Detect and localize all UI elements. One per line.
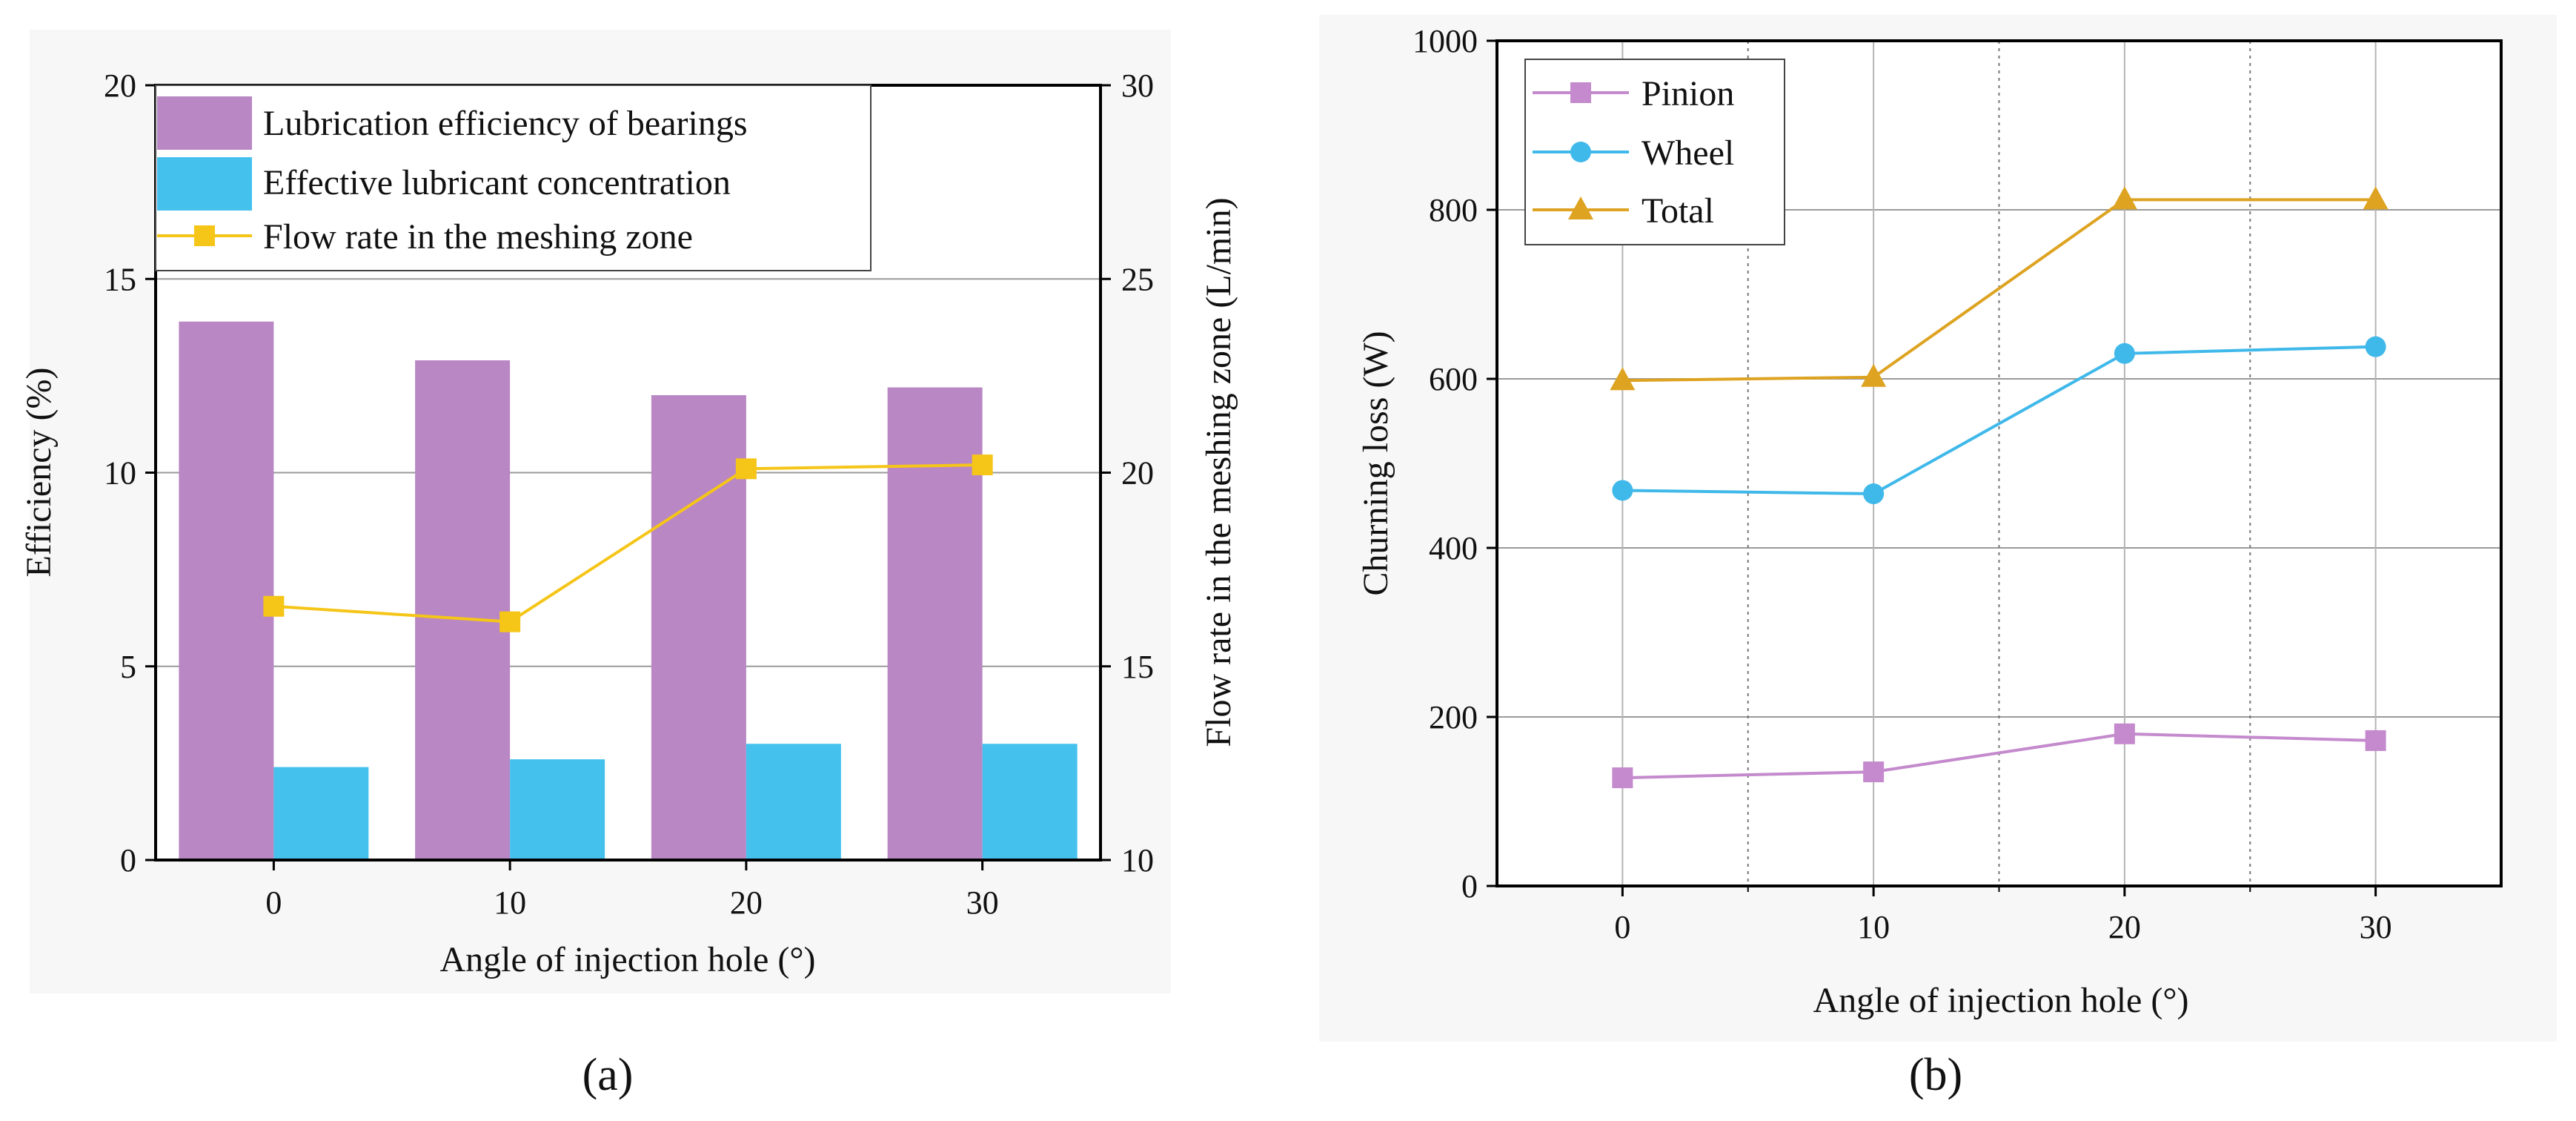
legend-label-bearings: Lubrication efficiency of bearings	[263, 104, 748, 143]
wheel-point	[1612, 480, 1633, 501]
legend-marker-wheel	[1570, 142, 1591, 162]
panel-a-x-axis-title: Angle of injection hole (°)	[439, 940, 815, 979]
legend-label-flow: Flow rate in the meshing zone	[263, 217, 693, 257]
pinion-point	[1863, 761, 1885, 783]
bar-bearing-efficiency	[887, 387, 983, 860]
panel-a: 0 5 10 15 20 10 15 20 25 30 0 10 20 30 Lubrication ef…	[19, 30, 1238, 1100]
legend-marker-pinion	[1570, 82, 1591, 103]
flow-rate-point	[263, 595, 285, 617]
bar-lubricant-concentration	[273, 767, 369, 860]
panel-b-y-tick-label: 200	[1429, 699, 1478, 735]
panel-a-caption: (a)	[582, 1050, 634, 1100]
legend-marker-flow	[194, 225, 215, 246]
flow-rate-line	[273, 463, 983, 624]
panel-a-y2-tick-label: 15	[1121, 649, 1154, 685]
panel-a-y2-tick-label: 20	[1121, 455, 1154, 492]
legend-label-wheel: Wheel	[1641, 133, 1734, 173]
pinion-point	[2114, 723, 2135, 744]
panel-b-x-axis-title: Angle of injection hole (°)	[1813, 981, 2188, 1020]
bar-bearing-efficiency	[179, 321, 274, 861]
total-line	[1622, 198, 2376, 383]
panel-b-y-tick-label: 1000	[1413, 23, 1478, 59]
panel-a-x-tick-label: 10	[494, 884, 526, 921]
wheel-point	[2365, 336, 2386, 357]
wheel-point	[1863, 483, 1885, 505]
panel-b-y-axis-title: Churning loss (W)	[1356, 331, 1395, 595]
panel-b-x-tick-label: 20	[2108, 909, 2141, 945]
legend-label-pinion: Pinion	[1641, 74, 1734, 113]
panel-a-y2-axis-title: Flow rate in the meshing zone (L/min)	[1199, 197, 1238, 747]
total-point	[2363, 186, 2389, 210]
panel-b-y-tick-label: 800	[1429, 192, 1478, 228]
wheel-line	[1622, 345, 2376, 496]
panel-a-y-axis-title: Efficiency (%)	[19, 368, 59, 578]
wheel-point	[2114, 343, 2135, 364]
bar-lubricant-concentration	[982, 744, 1078, 860]
panel-a-flow-line	[263, 454, 993, 632]
panel-a-y2-tick-label: 30	[1121, 67, 1154, 104]
total-point	[1861, 363, 1887, 387]
flow-rate-point	[735, 458, 757, 480]
legend-swatch-bearings	[157, 96, 252, 150]
panel-b-x-tick-label: 30	[2360, 909, 2392, 945]
panel-a-y-tick-label: 5	[120, 649, 136, 685]
panel-b-y-tick-label: 0	[1461, 868, 1478, 905]
panel-a-ticks: 0 5 10 15 20 10 15 20 25 30 0 10 20 30	[104, 67, 1154, 921]
panel-b-caption: (b)	[1909, 1050, 1962, 1100]
total-point	[2111, 186, 2137, 210]
panel-b-ticks: 0 200 400 600 800 1000 0 10 20 30	[1413, 23, 2392, 945]
panel-b-x-tick-label: 10	[1857, 909, 1890, 945]
pinion-point	[2365, 730, 2386, 751]
panel-b-y-tick-label: 600	[1429, 361, 1478, 397]
legend-label-concentration: Effective lubricant concentration	[263, 163, 731, 202]
panel-b-legend: Pinion Wheel Total	[1524, 59, 1785, 245]
panel-b-series-lines	[1610, 186, 2389, 789]
panel-a-legend-box	[155, 85, 872, 271]
panel-a-legend: Lubrication efficiency of bearings Effec…	[155, 85, 872, 271]
panel-a-y-tick-label: 0	[120, 842, 136, 879]
panel-b: 0 200 400 600 800 1000 0 10 20 30 Pinion Wheel To…	[1319, 15, 2557, 1100]
panel-a-y-tick-label: 10	[104, 455, 136, 492]
panel-a-x-tick-label: 0	[265, 884, 282, 921]
panel-b-x-tick-label: 0	[1614, 909, 1630, 945]
panel-a-y-tick-label: 20	[104, 67, 136, 104]
pinion-line	[1622, 732, 2376, 780]
legend-swatch-concentration	[157, 157, 252, 211]
pinion-point	[1612, 767, 1633, 789]
flow-rate-point	[499, 611, 521, 632]
bar-lubricant-concentration	[510, 759, 605, 860]
panel-a-x-tick-label: 30	[966, 884, 999, 921]
legend-label-total: Total	[1641, 191, 1714, 231]
panel-a-y-tick-label: 15	[104, 261, 136, 297]
panel-a-y2-tick-label: 10	[1121, 842, 1154, 879]
panel-a-x-tick-label: 20	[730, 884, 763, 921]
bar-lubricant-concentration	[746, 744, 841, 860]
panel-b-y-tick-label: 400	[1429, 530, 1478, 566]
flow-rate-point	[972, 454, 993, 476]
panel-a-bars	[179, 321, 1078, 861]
total-point	[1610, 367, 1636, 391]
bar-bearing-efficiency	[415, 360, 511, 861]
legend-marker-total	[1568, 196, 1593, 219]
panel-a-y2-tick-label: 25	[1121, 261, 1154, 297]
bar-bearing-efficiency	[651, 395, 746, 860]
